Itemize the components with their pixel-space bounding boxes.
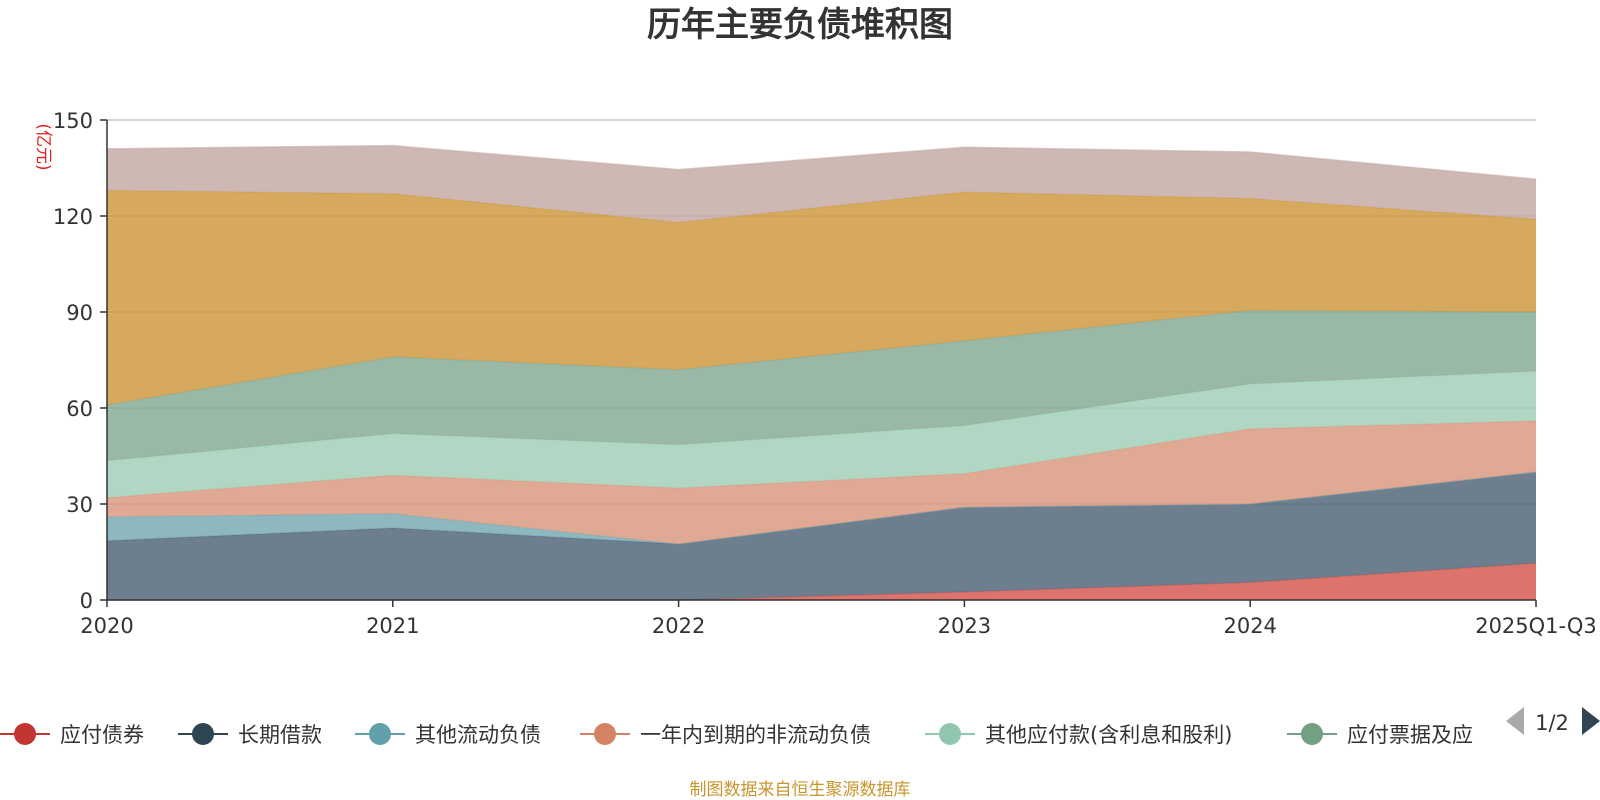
legend-page-indicator: 1/2 — [1535, 711, 1569, 735]
legend-item[interactable]: 应付债券 — [0, 723, 144, 747]
y-tick-label: 150 — [53, 109, 93, 133]
area-series-2 — [107, 472, 1536, 600]
legend-label: 其他应付款(含利息和股利) — [985, 723, 1232, 747]
x-tick-label: 2021 — [366, 614, 419, 638]
next-page-icon[interactable] — [1582, 707, 1600, 735]
y-tick-label: 0 — [80, 589, 93, 613]
area-series-edge — [106, 144, 1537, 180]
y-tick-label: 30 — [66, 493, 93, 517]
legend-item[interactable]: 应付票据及应 — [1287, 723, 1473, 747]
legend-item[interactable]: 其他应付款(含利息和股利) — [925, 723, 1232, 747]
x-tick-label: 2024 — [1223, 614, 1276, 638]
axes: 2020 2021 2022 2023 2024 2025Q1-Q3 — [80, 119, 1597, 638]
x-tick-label: 2023 — [938, 614, 991, 638]
y-tick-label: 90 — [66, 301, 93, 325]
legend-label: 长期借款 — [238, 723, 322, 747]
legend-marker-icon — [1301, 723, 1323, 745]
x-tick-label: 2020 — [80, 614, 133, 638]
y-tick-label: 120 — [53, 205, 93, 229]
legend-label: 一年内到期的非流动负债 — [640, 723, 871, 747]
legend-label: 应付票据及应 — [1347, 723, 1473, 747]
legend-marker-icon — [192, 723, 214, 745]
area-series-7 — [107, 190, 1536, 405]
area-series-5 — [107, 371, 1536, 498]
legend-marker-icon — [14, 723, 36, 745]
data-source-note: 制图数据来自恒生聚源数据库 — [690, 780, 911, 800]
x-tick-label: 2022 — [652, 614, 705, 638]
stacked-areas — [106, 144, 1537, 601]
legend-marker-icon — [594, 723, 616, 745]
x-tick-label: 2025Q1-Q3 — [1475, 614, 1597, 638]
prev-page-icon[interactable] — [1506, 707, 1524, 735]
legend-item[interactable]: 其他流动负债 — [355, 723, 541, 747]
legend-label: 应付债券 — [60, 723, 144, 747]
area-series-8 — [107, 145, 1536, 223]
legend-item[interactable]: 长期借款 — [178, 723, 322, 747]
legend-marker-icon — [939, 723, 961, 745]
chart-title: 历年主要负债堆积图 — [647, 5, 953, 45]
y-axis-unit: (亿元) — [33, 123, 53, 170]
legend-marker-icon — [369, 723, 391, 745]
area-series-3 — [107, 472, 1536, 544]
area-series-6 — [107, 310, 1536, 461]
area-series-4 — [107, 420, 1536, 544]
y-tick-label: 60 — [66, 397, 93, 421]
legend: 应付债券 长期借款 其他流动负债 一年内到期的非流动负债 其他应付款(含利息和股利) 应付… — [0, 723, 1473, 747]
legend-label: 其他流动负债 — [415, 723, 541, 747]
legend-pager[interactable]: 1/2 — [1506, 707, 1600, 735]
legend-item[interactable]: 一年内到期的非流动负债 — [580, 723, 871, 747]
area-series-1 — [107, 563, 1536, 600]
